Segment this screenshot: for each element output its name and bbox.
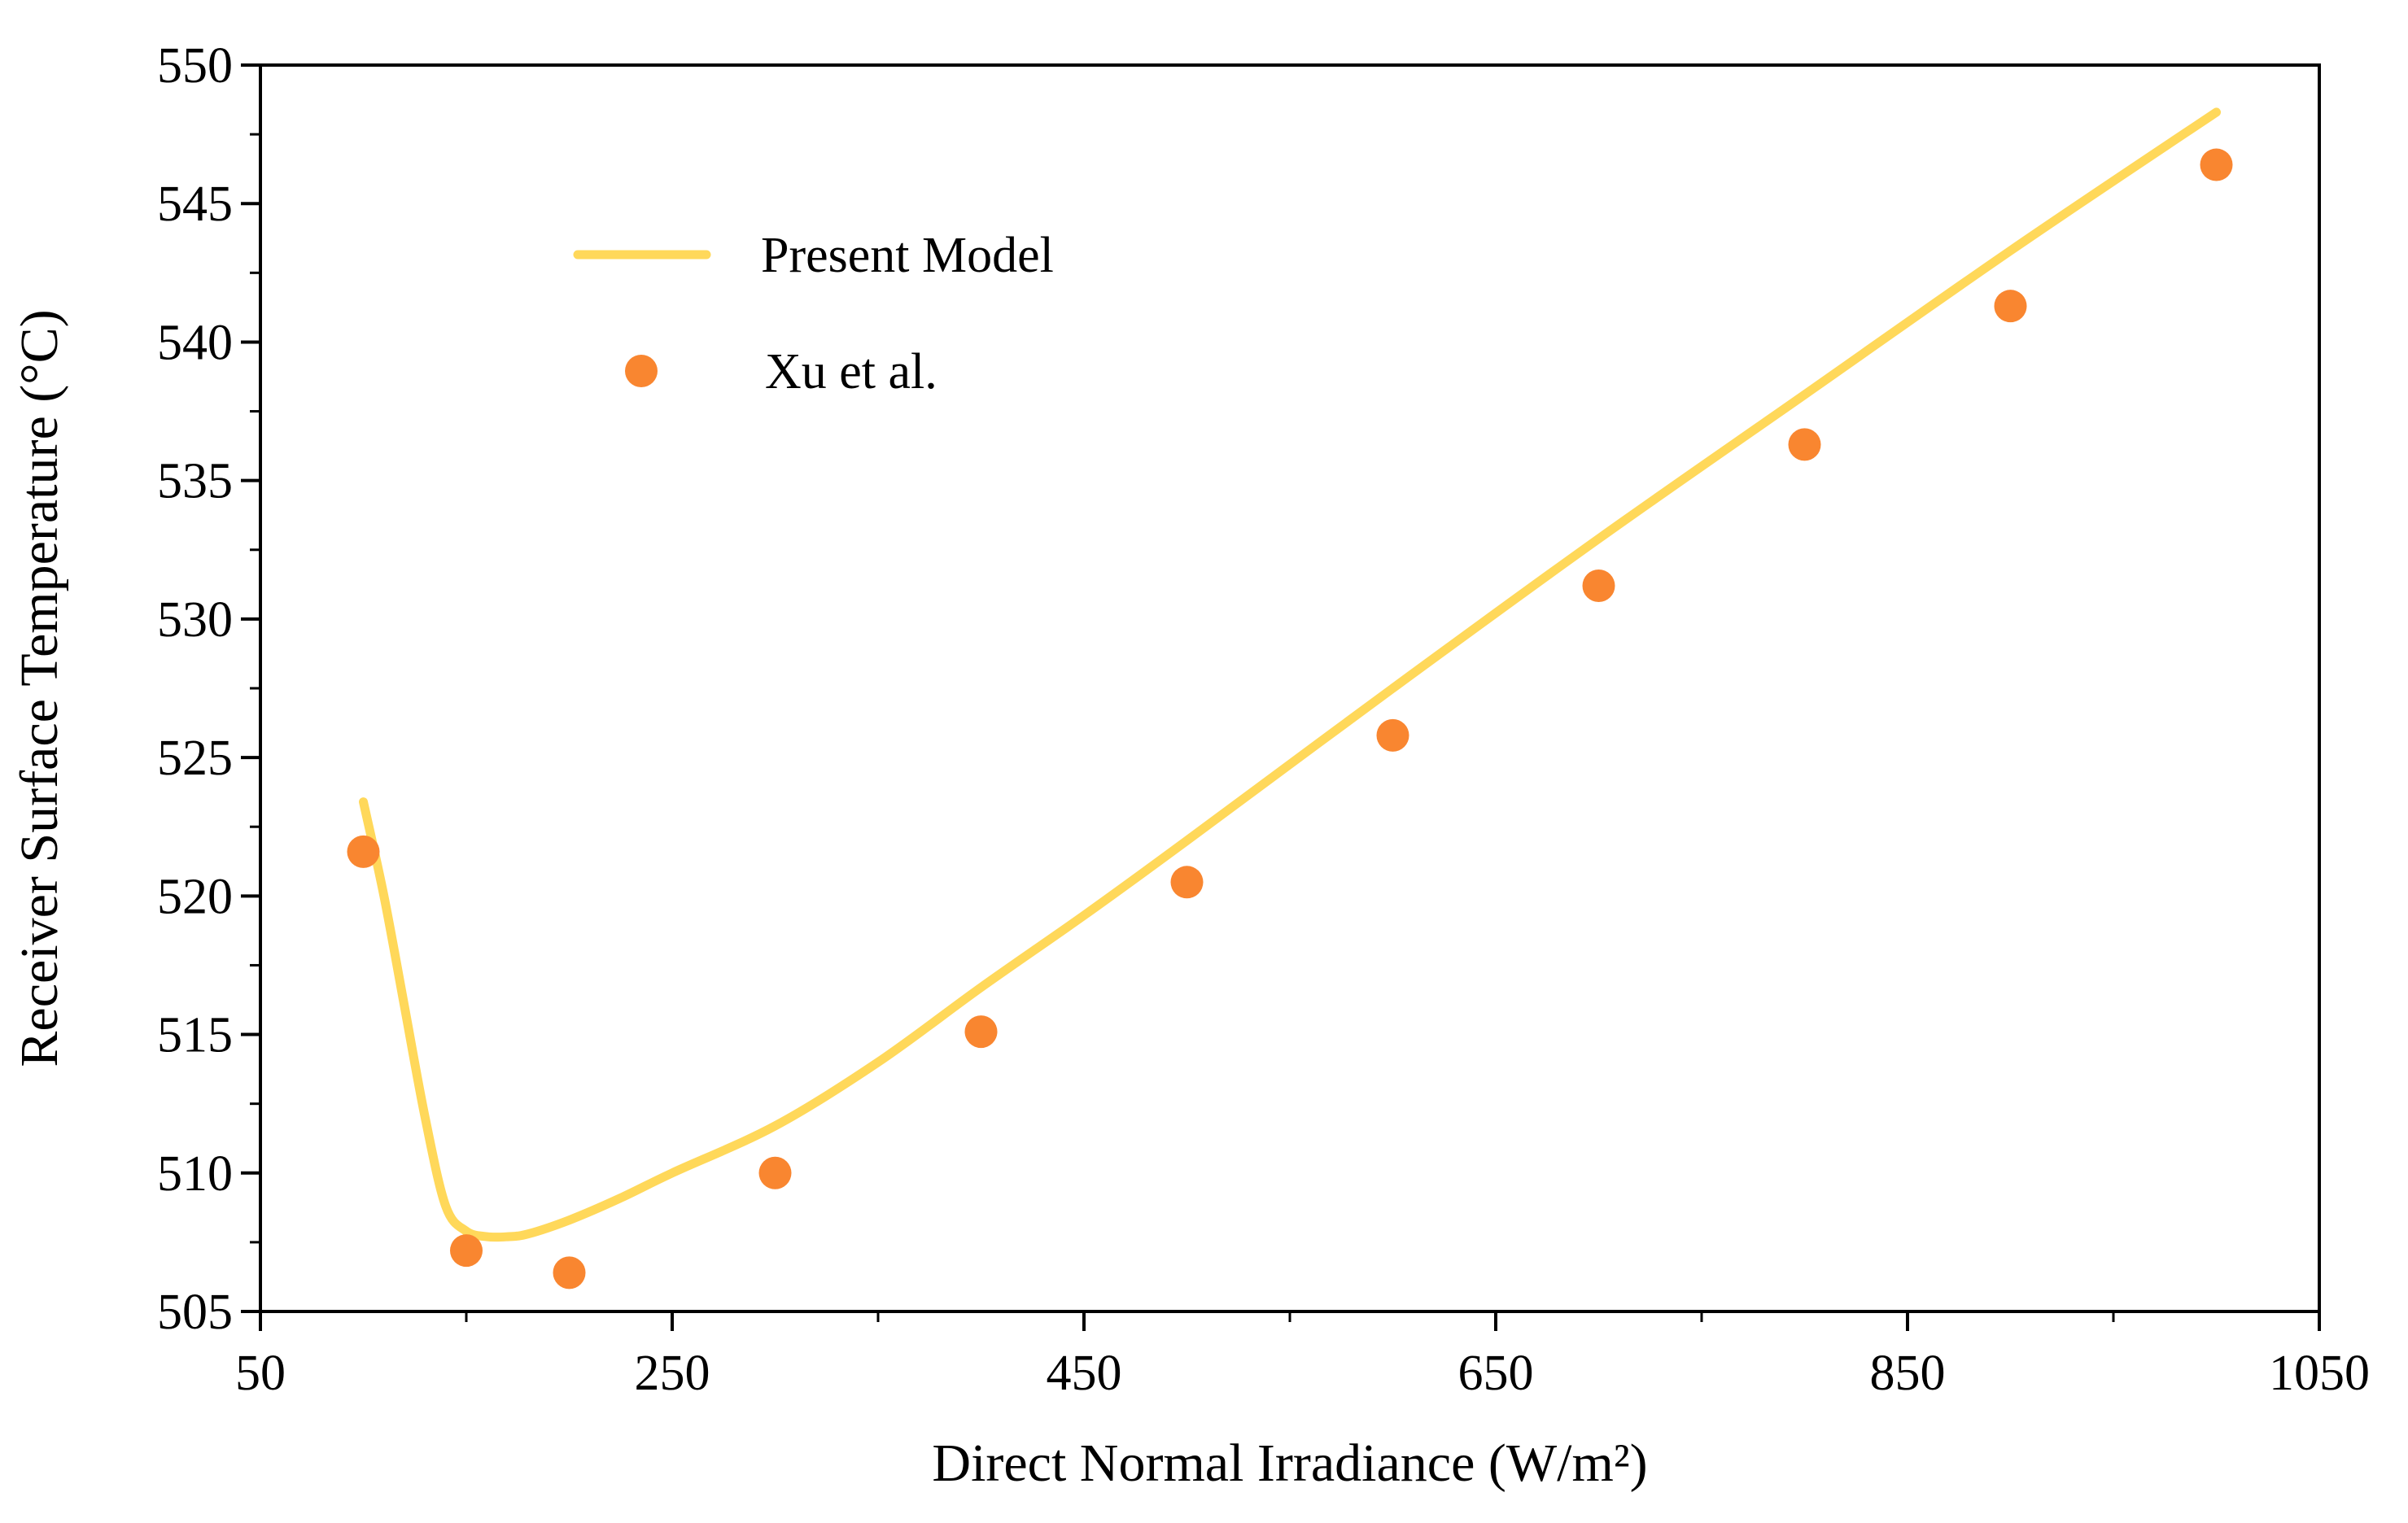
x-tick-label: 1050: [2269, 1346, 2370, 1401]
data-point-xu-et-al: [347, 835, 380, 868]
y-tick-label: 520: [157, 869, 233, 924]
y-tick-label: 515: [157, 1008, 233, 1063]
data-point-xu-et-al: [964, 1015, 998, 1049]
x-tick-label: 850: [1870, 1346, 1946, 1401]
x-tick-label: 50: [235, 1346, 286, 1401]
legend-marker-swatch: [625, 355, 658, 387]
x-tick-label: 250: [635, 1346, 710, 1401]
data-point-xu-et-al: [1788, 428, 1821, 461]
legend: Present Model Xu et al.: [573, 228, 1054, 399]
data-point-xu-et-al: [1582, 569, 1615, 603]
y-axis-label: Receiver Surface Temperature (°C): [10, 309, 69, 1067]
y-tick-label: 530: [157, 592, 233, 648]
data-point-xu-et-al: [553, 1256, 586, 1290]
data-point-xu-et-al: [1170, 866, 1204, 899]
series-line-present-model: [359, 107, 2221, 1242]
data-point-xu-et-al: [2200, 148, 2233, 181]
data-point-xu-et-al: [1994, 290, 2027, 323]
y-tick-label: 505: [157, 1285, 233, 1340]
legend-label-present-model: Present Model: [761, 228, 1054, 283]
y-tick-label: 545: [157, 177, 233, 232]
legend-label-xu-et-al: Xu et al.: [765, 344, 937, 399]
y-tick-label: 510: [157, 1146, 233, 1202]
x-tick-label: 650: [1458, 1346, 1534, 1401]
y-tick-label: 550: [157, 38, 233, 94]
data-point-xu-et-al: [450, 1234, 483, 1268]
y-tick-label: 525: [157, 731, 233, 786]
data-point-xu-et-al: [758, 1156, 792, 1189]
y-tick-label: 540: [157, 315, 233, 370]
x-axis-label: Direct Normal Irradiance (W/m²): [932, 1434, 1647, 1493]
x-tick-label: 450: [1047, 1346, 1122, 1401]
y-tick-label: 535: [157, 454, 233, 509]
data-point-xu-et-al: [1376, 718, 1409, 752]
